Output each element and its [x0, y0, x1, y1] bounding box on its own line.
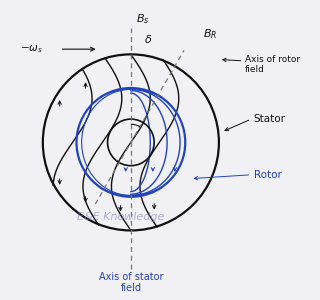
- Text: Axis of stator
field: Axis of stator field: [99, 272, 163, 293]
- Text: $-\omega_s$: $-\omega_s$: [20, 43, 43, 55]
- Text: $B_s$: $B_s$: [136, 12, 149, 26]
- Text: Rotor: Rotor: [254, 170, 282, 180]
- Text: Axis of rotor
field: Axis of rotor field: [245, 55, 300, 74]
- Text: Stator: Stator: [254, 114, 286, 124]
- Text: E&E Knowledge: E&E Knowledge: [77, 212, 164, 223]
- Text: $B_R$: $B_R$: [204, 28, 218, 41]
- Text: $\delta$: $\delta$: [144, 33, 152, 45]
